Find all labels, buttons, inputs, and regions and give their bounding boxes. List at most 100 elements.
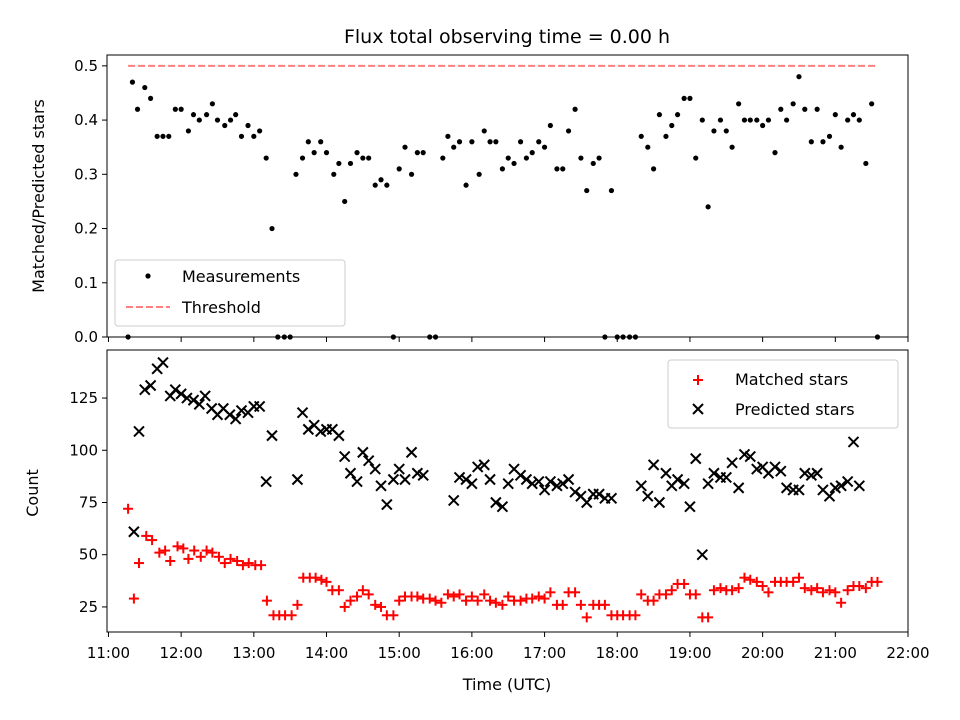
matched-star-point	[201, 545, 212, 556]
predicted-star-point	[453, 471, 466, 484]
predicted-star-point	[538, 484, 551, 496]
matched-star-point	[485, 595, 496, 606]
predicted-star-point	[471, 461, 484, 473]
matched-star-point	[497, 599, 508, 610]
predicted-star-point	[387, 473, 400, 486]
measurement-point	[402, 144, 408, 150]
y-tick-label: 0.0	[74, 328, 98, 346]
predicted-star-point	[460, 473, 472, 486]
matched-stars-series	[123, 503, 883, 623]
measurement-point	[826, 133, 833, 139]
predicted-star-point	[660, 467, 672, 479]
matched-star-point	[751, 576, 762, 587]
matched-star-point	[363, 589, 374, 600]
measurement-point	[336, 160, 342, 167]
measurement-point	[366, 155, 372, 161]
matched-star-point	[292, 599, 303, 610]
matched-star-point	[165, 555, 176, 566]
matched-star-point	[436, 597, 447, 608]
predicted-star-point	[562, 473, 575, 486]
measurement-point	[705, 204, 711, 210]
matched-star-point	[424, 593, 435, 604]
matched-star-point	[545, 587, 556, 598]
bottom-y-axis-label: Count	[23, 469, 42, 517]
matched-star-point	[388, 610, 399, 621]
measurement-point	[845, 117, 851, 123]
matched-star-point	[479, 589, 490, 600]
matched-star-point	[352, 591, 363, 602]
matched-star-point	[533, 591, 544, 602]
predicted-star-point	[393, 463, 405, 475]
measurement-point	[596, 155, 602, 161]
predicted-star-point	[696, 549, 709, 561]
top-plot-frame	[106, 54, 909, 338]
measurement-point	[311, 150, 317, 156]
matched-star-point	[817, 587, 828, 598]
legend-measurements-marker	[145, 273, 151, 279]
matched-star-point	[376, 601, 387, 612]
measurement-point	[505, 155, 511, 161]
measurement-point	[754, 117, 760, 123]
predicted-star-point	[399, 473, 411, 486]
measurement-point	[711, 128, 717, 134]
bottom-legend: Matched stars Predicted stars	[667, 359, 899, 429]
measurement-point	[493, 139, 499, 145]
predicted-star-point	[744, 450, 756, 463]
matched-star-point	[213, 551, 224, 562]
measurement-point	[536, 139, 542, 145]
measurement-point	[584, 187, 590, 194]
measurement-point	[645, 144, 651, 150]
measurement-point	[729, 144, 735, 150]
measurement-point	[741, 117, 748, 123]
measurement-point	[463, 182, 469, 188]
predicted-star-point	[169, 383, 182, 396]
measurement-point	[850, 112, 857, 118]
measurement-point	[699, 117, 705, 123]
predicted-star-point	[157, 356, 169, 369]
predicted-star-point	[720, 471, 732, 484]
matched-star-point	[237, 560, 248, 571]
measurement-point	[342, 198, 348, 205]
matched-star-point	[812, 583, 823, 594]
matched-star-point	[733, 583, 744, 594]
y-tick-label: 0.2	[74, 220, 98, 238]
matched-star-point	[860, 583, 871, 594]
bottom-y-axis: 25 50 75 100 125	[69, 389, 107, 616]
measurement-point	[765, 117, 772, 123]
measurement-point	[456, 139, 463, 145]
measurement-point	[687, 95, 693, 101]
measurement-point	[445, 133, 451, 139]
predicted-star-point	[835, 480, 847, 492]
measurement-point	[222, 122, 228, 129]
measurement-point	[134, 106, 141, 112]
measurement-point	[323, 150, 330, 156]
measurement-point	[142, 84, 148, 91]
predicted-star-point	[362, 455, 375, 467]
measurement-point	[209, 101, 215, 107]
measurement-point	[565, 128, 572, 134]
matched-star-point	[799, 583, 810, 594]
x-tick-label: 17:00	[523, 644, 566, 662]
matched-star-point	[557, 599, 568, 610]
predicted-star-point	[375, 480, 387, 492]
measurement-point	[372, 182, 378, 188]
predicted-star-point	[291, 473, 304, 486]
measurement-point	[227, 117, 234, 123]
measurement-point	[523, 155, 529, 161]
measurement-point	[481, 128, 487, 134]
predicted-star-point	[296, 406, 309, 419]
predicted-star-point	[799, 467, 811, 479]
predicted-star-point	[351, 475, 363, 488]
measurement-point	[772, 150, 778, 156]
measurement-point	[747, 117, 753, 123]
predicted-star-point	[853, 480, 866, 492]
matched-star-point	[225, 553, 236, 564]
x-axis-label: Time (UTC)	[462, 675, 551, 694]
predicted-star-point	[642, 490, 654, 502]
predicted-star-point	[224, 409, 236, 421]
y-tick-label: 25	[79, 598, 98, 616]
measurement-point	[414, 150, 420, 156]
measurement-point	[499, 166, 506, 172]
matched-star-point	[690, 589, 701, 600]
x-tick-label: 14:00	[305, 644, 348, 662]
